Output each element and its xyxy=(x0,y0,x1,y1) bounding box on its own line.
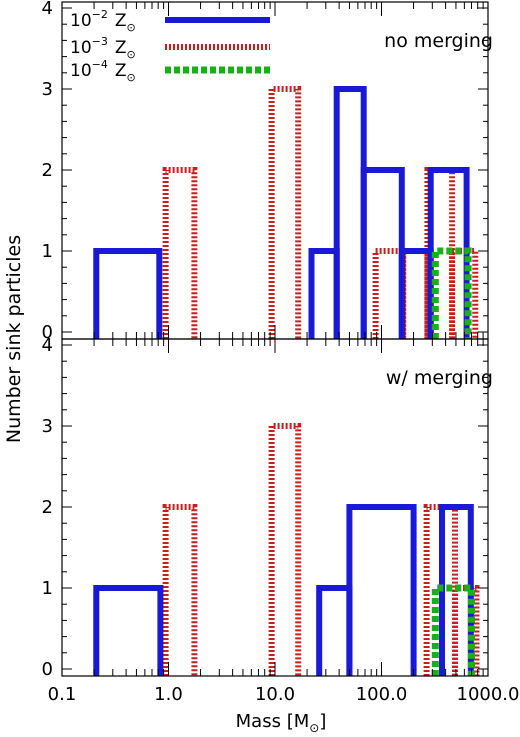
legend-symbol: Z xyxy=(115,38,127,58)
x-tick-label: 10.0 xyxy=(255,684,295,705)
panel-label: no merging xyxy=(384,30,493,52)
x-axis-label-sub: ⊙ xyxy=(309,721,319,732)
y-tick-label: 1 xyxy=(42,241,53,262)
legend-label: 10−4 Z⊙ xyxy=(70,58,136,84)
x-tick-label: 1000.0 xyxy=(457,684,520,705)
legend-symbol: Z xyxy=(115,11,127,31)
legend-base: 10 xyxy=(70,61,92,81)
legend-subscript: ⊙ xyxy=(127,21,136,34)
histogram-bar-z1e3-0 xyxy=(162,167,198,339)
histogram-bar-z1e3-3 xyxy=(452,585,480,676)
histogram-bar-z1e2-0 xyxy=(93,585,164,676)
legend-symbol: Z xyxy=(115,61,127,81)
legend-exponent: −3 xyxy=(92,35,108,48)
histogram-bar-z1e2-0 xyxy=(93,248,163,339)
y-tick-label: 2 xyxy=(42,497,53,518)
histogram-bar-z1e2-1 xyxy=(308,248,340,339)
histogram-bar-z1e2-2 xyxy=(333,86,367,339)
legend-subscript: ⊙ xyxy=(127,71,136,84)
legend-label: 10−2 Z⊙ xyxy=(70,8,136,34)
legend: 10−2 Z⊙10−3 Z⊙10−4 Z⊙ xyxy=(70,8,270,84)
y-tick-label: 4 xyxy=(42,335,53,356)
y-axis-label: Number sink particles xyxy=(3,235,25,443)
legend-subscript: ⊙ xyxy=(127,48,136,61)
legend-base: 10 xyxy=(70,11,92,31)
y-tick-label: 3 xyxy=(42,79,53,100)
histogram-bar-z1e3-2 xyxy=(372,248,407,339)
histogram-bar-z1e3-1 xyxy=(268,423,302,676)
legend-exponent: −4 xyxy=(92,58,108,71)
y-tick-label: 1 xyxy=(42,578,53,599)
x-tick-label: 100.0 xyxy=(356,684,408,705)
histogram-bar-z1e2-1 xyxy=(316,585,353,676)
x-axis-label-end: ] xyxy=(319,711,326,732)
legend-exponent: −2 xyxy=(92,8,108,21)
x-tick-label: 1.0 xyxy=(154,684,183,705)
panel-2: 0 1 2 3 4 w/ merging xyxy=(42,335,493,680)
y-tick-label: 0 xyxy=(42,322,53,343)
histogram-bar-z1e2-3 xyxy=(360,167,405,339)
legend-label: 10−3 Z⊙ xyxy=(70,35,136,61)
panel-1: 0 1 2 3 4 no merging xyxy=(42,0,493,343)
histogram-bar-z1e3-5 xyxy=(449,248,479,339)
histogram-bar-z1e3-3 xyxy=(400,248,431,339)
y-tick-label: 4 xyxy=(42,0,53,19)
x-axis-label-main: Mass [M xyxy=(236,711,310,732)
histogram-bar-z1e2-2 xyxy=(346,504,417,676)
x-tick-label: 0.1 xyxy=(48,684,77,705)
histogram-bar-z1e3-1 xyxy=(268,86,302,339)
histogram-bar-z1e3-0 xyxy=(162,504,198,676)
y-tick-label: 2 xyxy=(42,160,53,181)
y-tick-label: 0 xyxy=(42,659,53,680)
y-tick-label: 3 xyxy=(42,416,53,437)
histogram-bar-z1e4-0 xyxy=(431,247,472,339)
x-axis-label: Mass [M⊙] xyxy=(236,711,327,732)
legend-base: 10 xyxy=(70,38,92,58)
panel-label: w/ merging xyxy=(386,367,493,389)
